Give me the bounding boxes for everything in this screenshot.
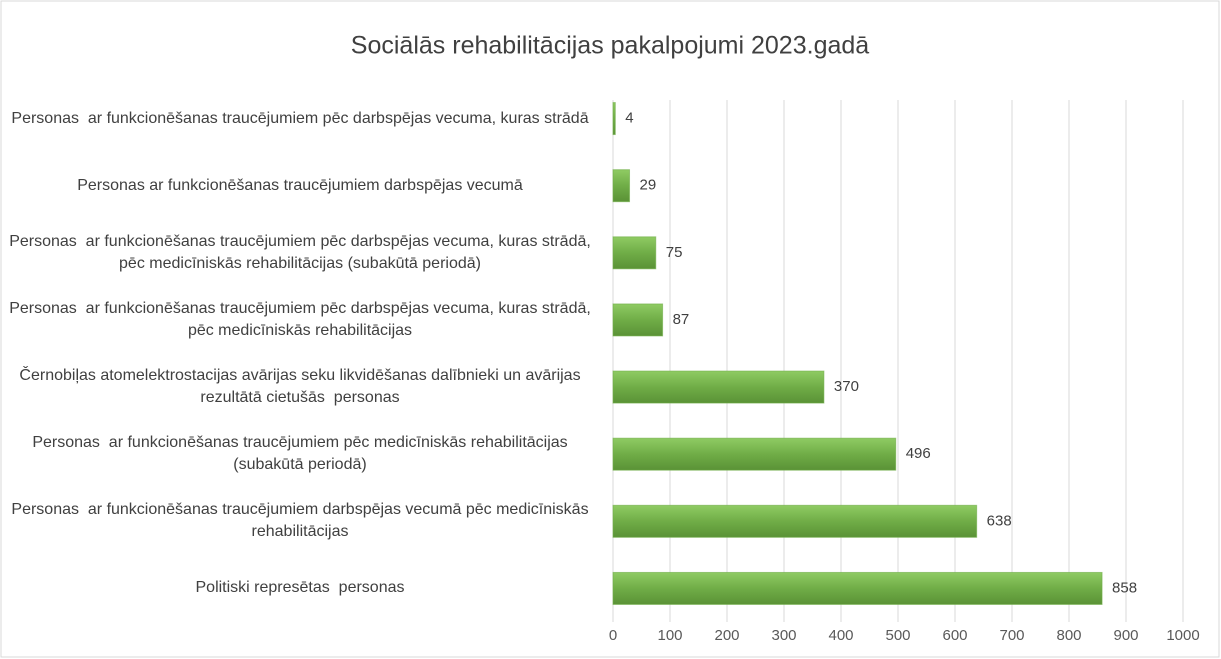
data-label: 4 [625, 110, 633, 127]
bar [612, 437, 897, 471]
x-tick-label: 500 [885, 627, 910, 644]
y-tick-label: Personas ar funkcionēšanas traucējumiem … [11, 109, 589, 127]
x-tick-label: 200 [714, 627, 739, 644]
bar [612, 169, 631, 203]
bar [612, 236, 657, 270]
data-label: 87 [673, 311, 690, 328]
data-label: 858 [1112, 579, 1137, 596]
data-label: 638 [987, 512, 1012, 529]
bar [612, 303, 664, 337]
y-tick-label: Personas ar funkcionēšanas traucējumiem … [11, 501, 594, 541]
bar [612, 571, 1103, 605]
x-tick-label: 300 [771, 627, 796, 644]
x-tick-label: 1000 [1166, 627, 1199, 644]
data-label: 370 [834, 378, 859, 395]
bar [612, 504, 978, 538]
data-label: 29 [640, 177, 657, 194]
y-tick-label: Černobiļas atomelektrostacijas avārijas … [19, 367, 586, 407]
x-tick-label: 600 [942, 627, 967, 644]
x-tick-label: 900 [1113, 627, 1138, 644]
data-label: 75 [666, 244, 683, 261]
y-tick-label: Personas ar funkcionēšanas traucējumiem … [9, 232, 596, 272]
x-tick-label: 0 [609, 627, 617, 644]
x-tick-label: 400 [828, 627, 853, 644]
chart-title: Sociālās rehabilitācijas pakalpojumi 202… [351, 32, 869, 60]
x-tick-label: 700 [999, 627, 1024, 644]
x-tick-label: 100 [657, 627, 682, 644]
data-label: 496 [906, 445, 931, 462]
y-tick-label: Personas ar funkcionēšanas traucējumiem … [32, 434, 573, 474]
x-tick-label: 800 [1056, 627, 1081, 644]
bar [612, 370, 825, 404]
y-tick-label: Personas ar funkcionēšanas traucējumiem … [77, 176, 523, 194]
y-tick-label: Politiski represētas personas [195, 579, 405, 597]
bar [612, 102, 616, 136]
y-tick-label: Personas ar funkcionēšanas traucējumiem … [9, 299, 596, 339]
